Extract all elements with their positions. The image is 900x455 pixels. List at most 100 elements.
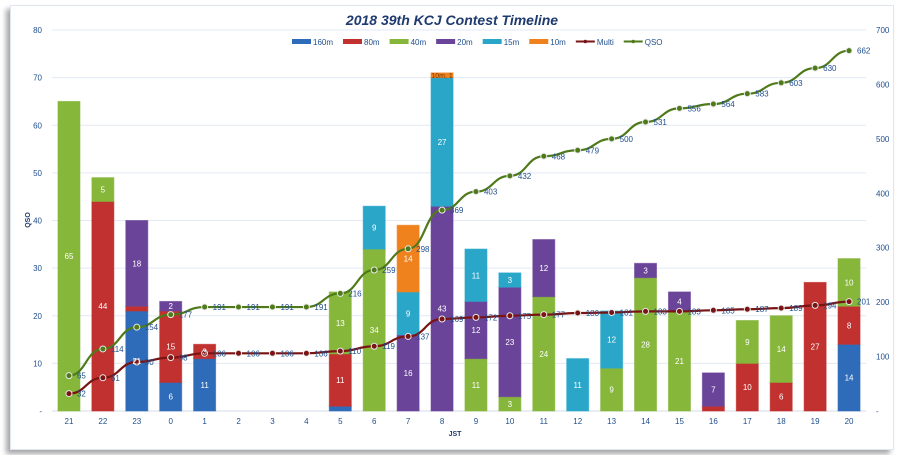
bar-15m xyxy=(498,272,522,288)
point-label-QSO: 403 xyxy=(484,188,498,197)
point-Multi xyxy=(336,347,344,355)
x-tick-label: 20 xyxy=(845,417,854,426)
x-tick-label: 14 xyxy=(641,417,650,426)
bar-label: 9 xyxy=(372,224,377,233)
x-tick-label: 3 xyxy=(270,417,275,426)
bar-10m xyxy=(396,224,420,293)
point-QSO xyxy=(438,206,446,214)
x-tick-label: 0 xyxy=(168,417,173,426)
point-label-Multi: 110 xyxy=(348,347,361,356)
point-QSO xyxy=(167,311,175,319)
point-label-Multi: 187 xyxy=(755,305,769,314)
bar-label: 5 xyxy=(101,186,106,195)
y-axis-title: QSO xyxy=(25,212,32,228)
point-label-QSO: 479 xyxy=(586,146,600,155)
point-label-Multi: 98 xyxy=(179,354,188,363)
y-tick-label: - xyxy=(39,407,42,416)
point-Multi xyxy=(167,354,175,362)
bar-label: 3 xyxy=(508,400,513,409)
bar-15m xyxy=(464,248,488,302)
bar-label: 11 xyxy=(472,271,481,280)
legend-label-160m: 160m xyxy=(313,38,333,47)
bar-label: 4 xyxy=(677,297,682,306)
legend-label-80m: 80m xyxy=(364,38,380,47)
bar-label: 10 xyxy=(845,278,854,287)
point-Multi xyxy=(642,307,650,315)
point-label-Multi: 106 xyxy=(247,349,261,358)
line-Multi xyxy=(68,300,850,395)
x-axis-title: JST xyxy=(449,431,463,438)
bar-label: 2 xyxy=(168,302,173,311)
point-Multi xyxy=(540,311,548,319)
bar-label: 6 xyxy=(779,393,784,402)
point-label-Multi: 106 xyxy=(213,349,227,358)
legend-marker-QSO xyxy=(631,39,636,44)
point-QSO xyxy=(540,152,548,160)
legend-label-40m: 40m xyxy=(411,38,427,47)
bar-160m xyxy=(328,405,352,412)
point-label-Multi: 61 xyxy=(111,374,120,383)
legend-swatch-160m xyxy=(292,39,311,44)
point-QSO xyxy=(472,188,480,196)
y2-tick-label: 500 xyxy=(876,135,890,144)
point-label-QSO: 298 xyxy=(416,245,430,254)
point-Multi xyxy=(472,313,480,321)
bar-40m xyxy=(837,258,861,307)
y-tick-label: 80 xyxy=(33,26,42,35)
y-tick-label: 10 xyxy=(33,359,42,368)
bar-label: 14 xyxy=(404,255,413,264)
legend-label-20m: 20m xyxy=(457,38,473,47)
bar-label: 24 xyxy=(539,350,548,359)
legend-label-QSO: QSO xyxy=(645,38,663,47)
legend-swatch-40m xyxy=(389,39,409,44)
bar-40m xyxy=(769,315,793,383)
bar-label: 14 xyxy=(777,345,786,354)
legend-swatch-80m xyxy=(343,39,363,44)
legend-marker-Multi xyxy=(583,39,588,44)
bar-label: 9 xyxy=(745,338,750,347)
point-label-Multi: 119 xyxy=(382,342,395,351)
x-tick-label: 7 xyxy=(406,417,411,426)
point-label-QSO: 216 xyxy=(348,289,362,298)
bar-40m xyxy=(91,177,115,202)
point-QSO xyxy=(608,135,616,143)
bar-label: 3 xyxy=(202,347,207,356)
point-QSO xyxy=(845,47,853,55)
y-tick-label: 40 xyxy=(33,217,42,226)
point-Multi xyxy=(608,308,616,316)
x-tick-label: 5 xyxy=(338,417,343,426)
bar-label: 21 xyxy=(132,357,141,366)
y2-tick-label: 200 xyxy=(876,298,890,307)
bar-label: 34 xyxy=(370,326,379,335)
point-Multi xyxy=(438,315,446,323)
point-Multi xyxy=(302,349,310,357)
point-label-Multi: 175 xyxy=(518,312,532,321)
point-label-QSO: 191 xyxy=(280,303,294,312)
bar-20m xyxy=(634,262,658,279)
bar-label: 16 xyxy=(404,369,413,378)
x-tick-label: 9 xyxy=(474,417,479,426)
point-QSO xyxy=(777,79,785,87)
point-label-QSO: 468 xyxy=(552,152,566,161)
point-QSO xyxy=(201,303,209,311)
bar-10m xyxy=(430,72,454,79)
point-label-Multi: 201 xyxy=(857,298,871,307)
point-label-Multi: 137 xyxy=(416,332,430,341)
point-label-Multi: 181 xyxy=(620,308,634,317)
point-Multi xyxy=(709,306,717,314)
point-label-QSO: 191 xyxy=(247,303,261,312)
x-tick-label: 23 xyxy=(132,417,141,426)
bar-label: 43 xyxy=(438,305,447,314)
point-Multi xyxy=(404,332,412,340)
point-label-QSO: 114 xyxy=(111,345,124,354)
bar-label: 3 xyxy=(508,276,513,285)
point-label-Multi: 183 xyxy=(654,307,668,316)
point-QSO xyxy=(642,118,650,126)
bar-15m xyxy=(566,358,590,412)
point-label-QSO: 662 xyxy=(857,47,871,56)
bar-label: 7 xyxy=(711,386,716,395)
point-label-QSO: 500 xyxy=(620,135,634,144)
point-QSO xyxy=(370,266,378,274)
bar-20m xyxy=(159,300,183,312)
legend-swatch-20m xyxy=(436,39,456,44)
